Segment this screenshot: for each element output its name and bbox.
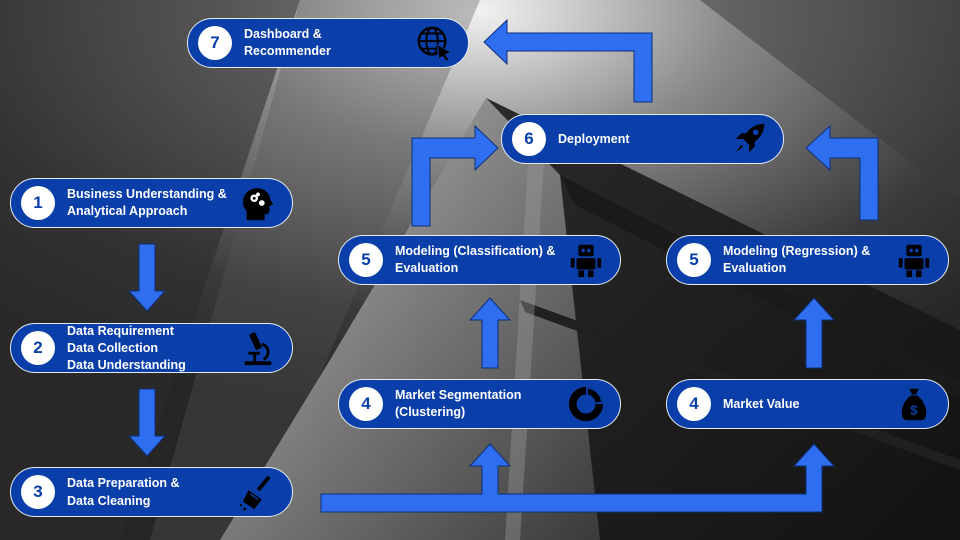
broom-icon — [238, 472, 278, 512]
microscope-icon — [238, 328, 278, 368]
step-label: Modeling (Classification) & Evaluation — [395, 244, 556, 275]
robot-icon — [566, 240, 606, 280]
arrow-5-right-to-6 — [805, 124, 879, 221]
arrow-1-to-2 — [127, 243, 167, 312]
step-business-understanding: 1 Business Understanding & Analytical Ap… — [10, 178, 293, 228]
step-number-badge: 5 — [677, 243, 711, 277]
step-label: Deployment — [558, 131, 630, 146]
arrow-6-to-7 — [483, 18, 653, 103]
globe-cursor-icon — [414, 23, 454, 63]
arrow-5-left-to-6 — [411, 124, 499, 227]
step-label: Data Requirement Data Collection Data Un… — [67, 323, 186, 372]
step-label: Data Preparation & Data Cleaning — [67, 476, 180, 508]
step-number-badge: 6 — [512, 122, 546, 156]
step-data-preparation: 3 Data Preparation & Data Cleaning — [10, 467, 293, 517]
step-modeling-regression: 5 Modeling (Regression) & Evaluation — [666, 235, 949, 285]
step-number-badge: 4 — [677, 387, 711, 421]
step-number-badge: 3 — [21, 475, 55, 509]
step-number-badge: 2 — [21, 331, 55, 365]
arrow-2-to-3 — [127, 388, 167, 457]
step-market-segmentation: 4 Market Segmentation (Clustering) — [338, 379, 621, 429]
step-data-collection: 2 Data Requirement Data Collection Data … — [10, 323, 293, 373]
step-label: Market Segmentation (Clustering) — [395, 388, 522, 419]
step-deployment: 6 Deployment — [501, 114, 784, 164]
step-market-value: 4 Market Value $ — [666, 379, 949, 429]
step-modeling-classification: 5 Modeling (Classification) & Evaluation — [338, 235, 621, 285]
arrow-4-to-5-right — [792, 297, 836, 369]
arrow-4-to-5-left — [468, 297, 512, 369]
arrow-3-to-4-split — [320, 443, 836, 513]
step-label: Dashboard & Recommender — [244, 27, 331, 58]
svg-text:$: $ — [910, 402, 918, 417]
step-number-badge: 1 — [21, 186, 55, 220]
step-label: Modeling (Regression) & Evaluation — [723, 244, 871, 275]
step-dashboard-recommender: 7 Dashboard & Recommender — [187, 18, 469, 68]
head-gears-icon — [238, 183, 278, 223]
step-number-badge: 4 — [349, 387, 383, 421]
robot-icon — [894, 240, 934, 280]
step-number-badge: 7 — [198, 26, 232, 60]
rocket-icon — [729, 119, 769, 159]
step-label: Business Understanding & Analytical Appr… — [67, 187, 227, 218]
money-bag-icon: $ — [894, 384, 934, 424]
donut-chart-icon — [566, 384, 606, 424]
step-number-badge: 5 — [349, 243, 383, 277]
step-label: Market Value — [723, 396, 800, 411]
